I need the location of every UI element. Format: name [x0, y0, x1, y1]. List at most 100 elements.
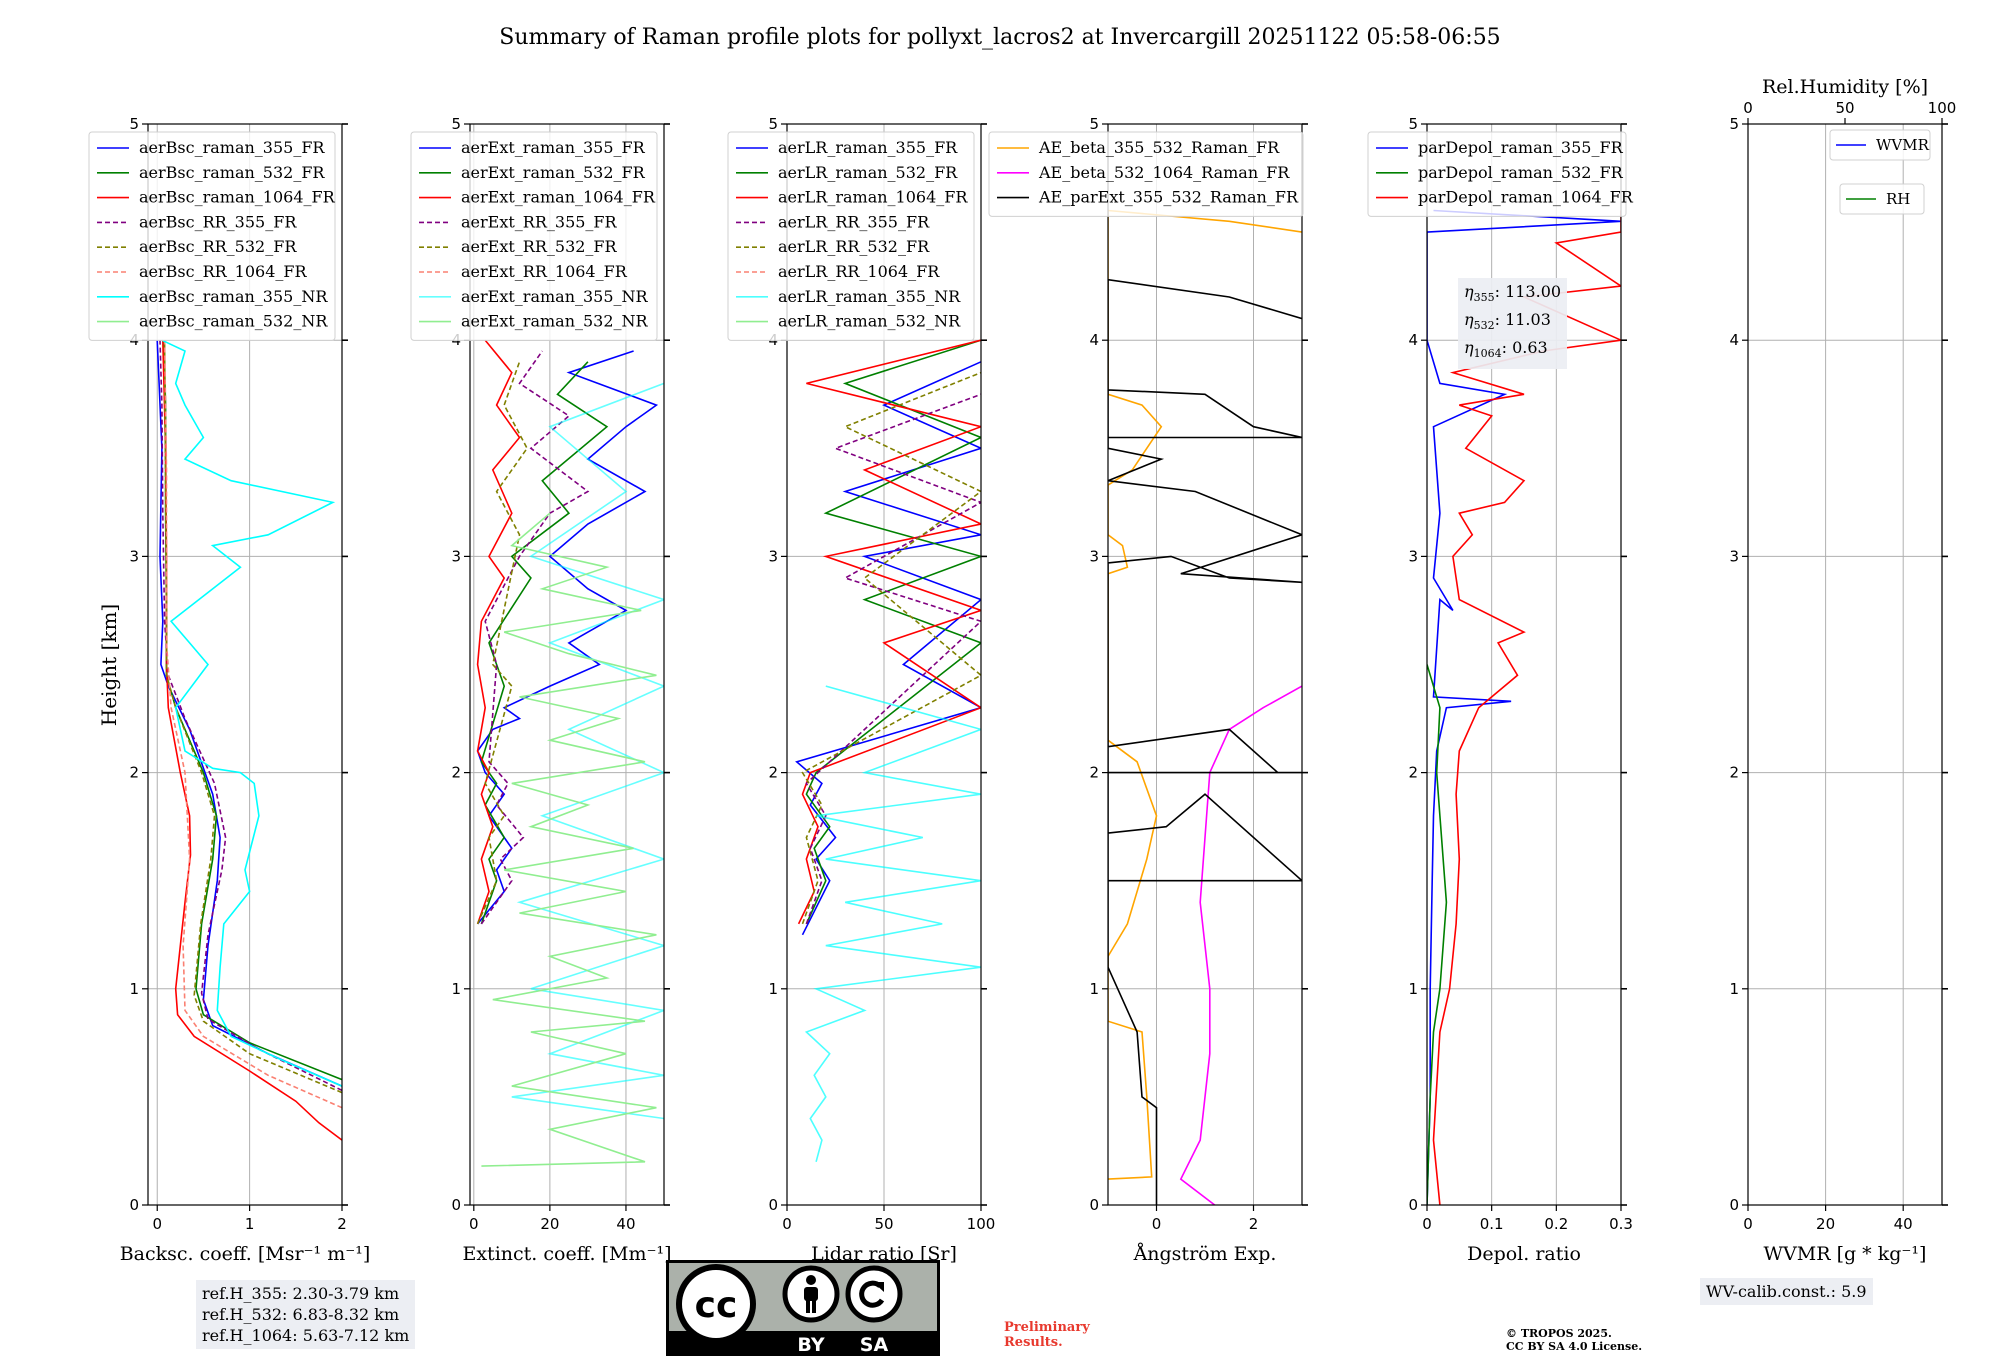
- legend-label-aerLR_RR_355_FR: aerLR_RR_355_FR: [778, 212, 930, 231]
- series-line-aerBsc_RR_355_FR: [159, 340, 342, 1092]
- eta-line-532: η532: 11.03: [1464, 309, 1561, 337]
- series-line-parDepol_raman_1064_FR: [1432, 210, 1621, 1205]
- legend-label-aerBsc_raman_355_FR: aerBsc_raman_355_FR: [139, 138, 325, 157]
- series-line-aerBsc_raman_355_NR: [161, 339, 342, 1087]
- top-axis-label: Rel.Humidity [%]: [1762, 76, 1928, 98]
- legend-label-aerExt_RR_1064_FR: aerExt_RR_1064_FR: [461, 262, 628, 281]
- y-tick-label-5: 5: [1089, 115, 1099, 133]
- legend-label-aerBsc_RR_532_FR: aerBsc_RR_532_FR: [139, 237, 297, 256]
- legend-label-aerExt_raman_1064_FR: aerExt_raman_1064_FR: [461, 188, 656, 207]
- y-tick-label-5: 5: [1729, 115, 1739, 133]
- top-tick-label-1: 50: [1835, 99, 1854, 117]
- by-label: BY: [797, 1334, 824, 1356]
- series-line-aerLR_raman_355_FR: [795, 361, 981, 936]
- panel-depol: 0 1 2 3 4 5 0 0.1 0.2 0.3 Depol. ratio parDepol_ram…: [1367, 115, 1634, 1265]
- reference-height-box: ref.H_355: 2.30-3.79 km ref.H_532: 6.83-…: [196, 1280, 416, 1349]
- legend: aerExt_raman_355_FR aerExt_raman_532_FRae…: [410, 131, 658, 341]
- legend-label-RH: RH: [1886, 190, 1910, 208]
- series-group: [1427, 209, 1621, 1205]
- y-tick-label-3: 3: [451, 547, 461, 565]
- wv-calibration-text: WV-calib.const.: 5.9: [1706, 1282, 1867, 1301]
- legend: aerLR_raman_355_FR aerLR_raman_532_FR aerL…: [727, 131, 975, 341]
- y-tick-label-2: 2: [1089, 764, 1099, 782]
- legend-label-aerBsc_raman_1064_FR: aerBsc_raman_1064_FR: [139, 188, 336, 207]
- legend-label-aerBsc_RR_1064_FR: aerBsc_RR_1064_FR: [139, 262, 308, 281]
- x-tick-label-0: 0: [469, 1215, 479, 1233]
- series-line-AE_beta_532_1064_Raman_FR: [1179, 685, 1302, 1205]
- legend-label-parDepol_raman_1064_FR: parDepol_raman_1064_FR: [1418, 188, 1634, 207]
- y-tick-label-0: 0: [1408, 1196, 1418, 1214]
- by-person-icon: [782, 1265, 840, 1323]
- series-line-aerLR_raman_532_FR: [805, 339, 981, 925]
- eta-symbol: η: [1464, 282, 1474, 301]
- ref-height-355: ref.H_355: 2.30-3.79 km: [202, 1284, 400, 1303]
- top-tick-label-2: 100: [1928, 99, 1957, 117]
- x-axis-label: Extinct. coeff. [Mm⁻¹]: [462, 1243, 671, 1265]
- panels: 012345012Backsc. coeff. [Msr⁻¹ m⁻¹]aerBs…: [88, 76, 1957, 1265]
- eta-subscript: 355: [1473, 291, 1495, 305]
- y-tick-label-3: 3: [129, 547, 139, 565]
- legend-label-aerExt_raman_355_FR: aerExt_raman_355_FR: [461, 138, 646, 157]
- legend-box-WVMR: [1829, 129, 1931, 161]
- legend-label-AE_beta_532_1064_Raman_FR: AE_beta_532_1064_Raman_FR: [1038, 163, 1290, 182]
- y-tick-label-4: 4: [1089, 331, 1099, 349]
- axes-frame: [147, 123, 343, 1206]
- x-tick-label-2: 40: [1894, 1215, 1913, 1233]
- axes-frame: [1747, 123, 1943, 1206]
- legend: aerBsc_raman_355_FR aerBsc_raman_532_FRae…: [88, 131, 336, 341]
- legend-label-AE_parExt_355_532_Raman_FR: AE_parExt_355_532_Raman_FR: [1038, 188, 1299, 207]
- x-tick-label-2: 100: [967, 1215, 996, 1233]
- eta-subscript: 1064: [1473, 347, 1502, 361]
- series-line-aerBsc_raman_532_FR: [162, 340, 342, 1081]
- legend-label-parDepol_raman_532_FR: parDepol_raman_532_FR: [1418, 163, 1624, 182]
- eta-value: : 11.03: [1494, 310, 1551, 330]
- ref-height-532: ref.H_532: 6.83-8.32 km: [202, 1305, 400, 1324]
- cc-by-sa-badge: cc BY SA: [666, 1260, 940, 1356]
- y-tick-label-3: 3: [1729, 547, 1739, 565]
- x-tick-label-2: 2: [337, 1215, 347, 1233]
- y-tick-label-1: 1: [129, 980, 139, 998]
- legend-label-aerExt_RR_532_FR: aerExt_RR_532_FR: [461, 237, 618, 256]
- x-tick-label-0: 0: [782, 1215, 792, 1233]
- y-tick-label-2: 2: [1729, 764, 1739, 782]
- legend-label-aerExt_RR_355_FR: aerExt_RR_355_FR: [461, 212, 618, 231]
- sa-label: SA: [860, 1334, 889, 1356]
- legend-label-aerBsc_raman_532_NR: aerBsc_raman_532_NR: [139, 312, 328, 331]
- x-axis-label: Depol. ratio: [1467, 1243, 1581, 1265]
- legend-box-RH: [1839, 183, 1925, 215]
- x-tick-label-2: 40: [616, 1215, 635, 1233]
- x-tick-label-1: 2: [1249, 1215, 1259, 1233]
- panel-angstrom: 0 1 2 3 4 5 0 2 Ångström Exp. AE_beta_355_532_Ram…: [988, 115, 1308, 1265]
- legend: AE_beta_355_532_Raman_FR AE_beta_532_1064…: [988, 131, 1304, 217]
- series-line-aerBsc_RR_532_FR: [163, 340, 342, 1094]
- y-tick-label-2: 2: [129, 764, 139, 782]
- legend-box: [410, 131, 658, 341]
- preliminary-note: Preliminary Results.: [1004, 1320, 1090, 1350]
- ref-height-1064: ref.H_1064: 5.63-7.12 km: [202, 1326, 410, 1345]
- series-line-parDepol_raman_355_FR: [1427, 209, 1621, 1205]
- x-axis-label: Backsc. coeff. [Msr⁻¹ m⁻¹]: [120, 1243, 371, 1265]
- series-line-parDepol_raman_532_FR: [1427, 664, 1448, 1205]
- y-tick-label-1: 1: [1729, 980, 1739, 998]
- eta-line-1064: η1064: 0.63: [1464, 337, 1561, 365]
- series-group: [795, 339, 981, 1163]
- series-line-aerExt_raman_1064_FR: [476, 339, 521, 925]
- y-tick-label-0: 0: [768, 1196, 778, 1214]
- legend-label-aerExt_raman_532_FR: aerExt_raman_532_FR: [461, 163, 646, 182]
- y-tick-label-0: 0: [1729, 1196, 1739, 1214]
- series-group: [1108, 209, 1302, 1205]
- legend-label-aerLR_RR_532_FR: aerLR_RR_532_FR: [778, 237, 930, 256]
- y-tick-label-4: 4: [1729, 331, 1739, 349]
- series-line-AE_beta_355_532_Raman_FR: [1108, 209, 1302, 1180]
- copyright-note: © TROPOS 2025. CC BY SA 4.0 License.: [1506, 1327, 1642, 1353]
- x-tick-label-0: 0: [1152, 1215, 1162, 1233]
- legend-label-aerExt_raman_532_NR: aerExt_raman_532_NR: [461, 312, 649, 331]
- x-tick-label-1: 20: [1816, 1215, 1835, 1233]
- legend: WVMR RH: [1829, 129, 1931, 215]
- legend-label-aerLR_raman_532_FR: aerLR_raman_532_FR: [778, 163, 958, 182]
- series-line-AE_parExt_355_532_Raman_FR: [1108, 278, 1302, 1205]
- legend-box: [88, 131, 336, 341]
- x-tick-label-0: 0: [1743, 1215, 1753, 1233]
- eta-annotation-box: η355: 113.00 η532: 11.03 η1064: 0.63: [1458, 278, 1568, 369]
- series-line-aerExt_RR_355_FR: [480, 350, 590, 925]
